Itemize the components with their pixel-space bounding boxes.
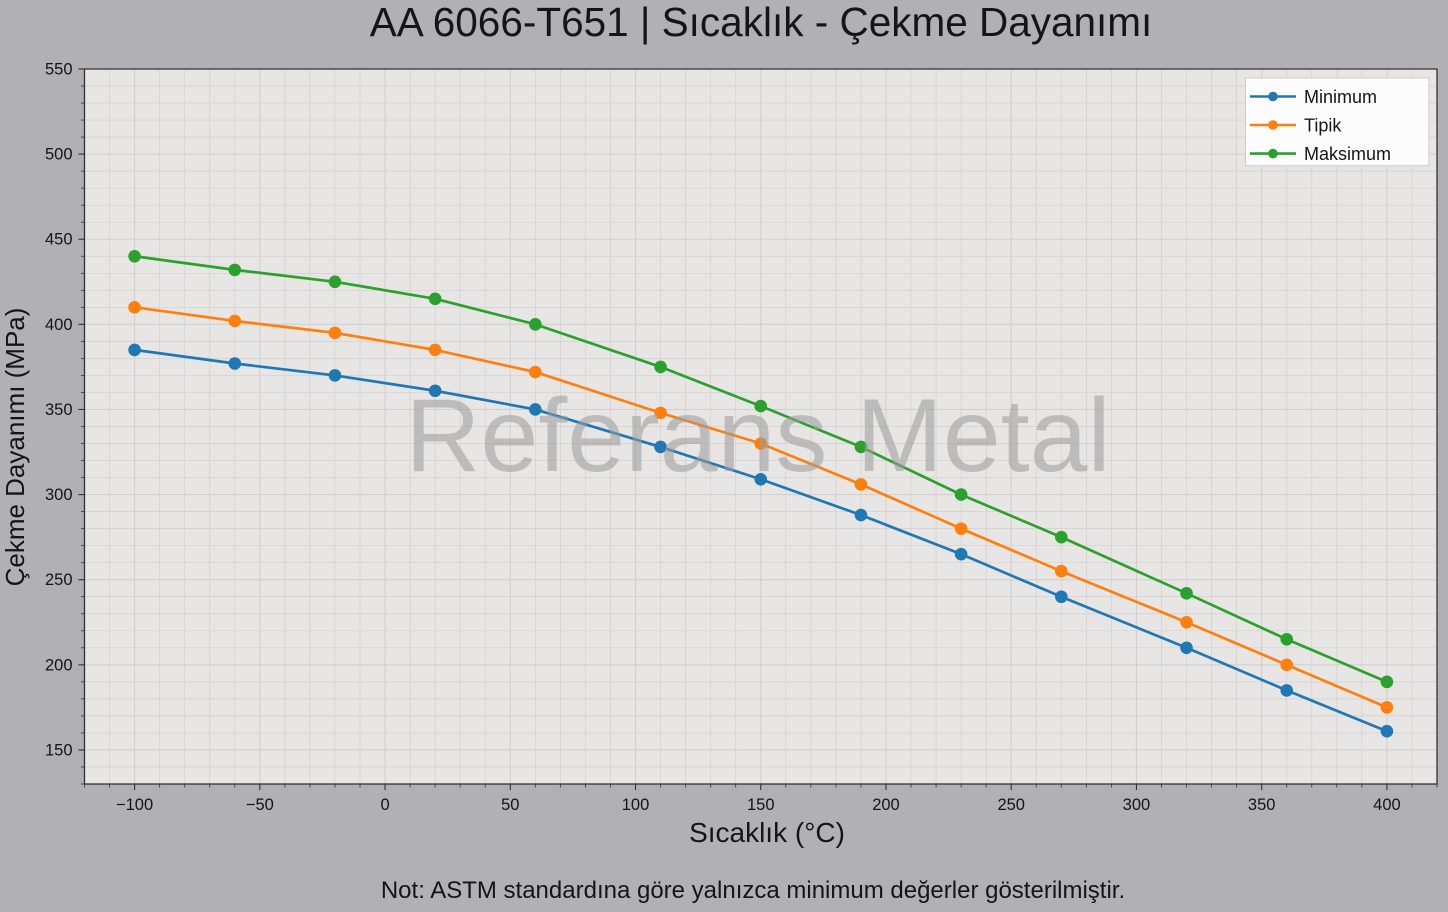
svg-text:Referans Metal: Referans Metal xyxy=(405,378,1110,494)
svg-text:200: 200 xyxy=(872,796,900,814)
svg-text:Tipik: Tipik xyxy=(1304,116,1342,136)
svg-text:Çekme Dayanımı (MPa): Çekme Dayanımı (MPa) xyxy=(0,308,30,587)
svg-text:250: 250 xyxy=(997,796,1025,814)
svg-text:150: 150 xyxy=(45,741,73,759)
svg-text:400: 400 xyxy=(45,316,73,334)
svg-text:350: 350 xyxy=(45,401,73,419)
svg-text:200: 200 xyxy=(45,656,73,674)
svg-text:500: 500 xyxy=(45,146,73,164)
svg-text:−100: −100 xyxy=(116,796,153,814)
svg-text:300: 300 xyxy=(1123,796,1151,814)
svg-text:Maksimum: Maksimum xyxy=(1304,144,1391,164)
svg-text:Not: ASTM standardına göre yal: Not: ASTM standardına göre yalnızca mini… xyxy=(381,877,1125,904)
svg-text:50: 50 xyxy=(501,796,519,814)
svg-text:−50: −50 xyxy=(246,796,274,814)
svg-text:Minimum: Minimum xyxy=(1304,87,1377,107)
svg-text:300: 300 xyxy=(45,486,73,504)
svg-text:350: 350 xyxy=(1248,796,1276,814)
svg-text:0: 0 xyxy=(380,796,389,814)
svg-text:400: 400 xyxy=(1373,796,1401,814)
svg-text:Sıcaklık (°C): Sıcaklık (°C) xyxy=(689,817,845,848)
svg-text:250: 250 xyxy=(45,571,73,589)
svg-text:100: 100 xyxy=(622,796,650,814)
svg-text:AA 6066-T651 | Sıcaklık - Çekm: AA 6066-T651 | Sıcaklık - Çekme Dayanımı xyxy=(370,0,1153,45)
svg-text:450: 450 xyxy=(45,231,73,249)
svg-text:550: 550 xyxy=(45,61,73,79)
svg-text:150: 150 xyxy=(747,796,775,814)
